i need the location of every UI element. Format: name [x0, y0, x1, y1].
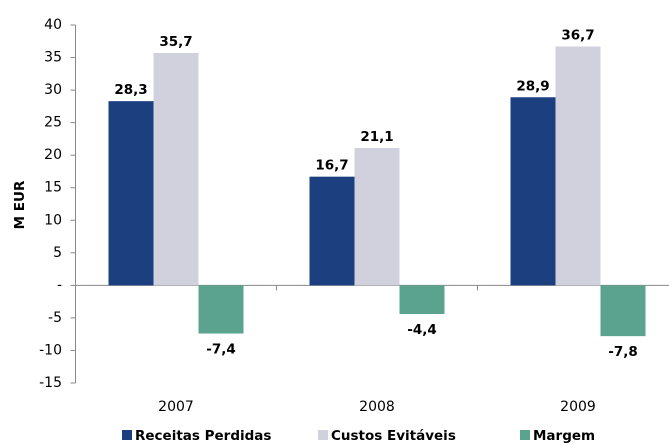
legend-swatch: [520, 430, 530, 440]
legend-swatch: [318, 430, 328, 440]
y-tick-label: 30: [44, 82, 62, 98]
y-tick-label: 40: [44, 17, 62, 33]
y-tick-label: -5: [48, 310, 62, 326]
y-tick-label: 35: [44, 50, 62, 66]
bar: [510, 97, 556, 286]
y-tick-label: -: [57, 277, 62, 293]
y-tick-label: -15: [39, 375, 62, 391]
value-label: -7,4: [206, 342, 236, 358]
y-tick-label: 10: [44, 212, 62, 228]
y-tick-label: 25: [44, 115, 62, 131]
legend-label: Margem: [533, 428, 595, 444]
bar: [108, 101, 154, 286]
x-tick-label: 2007: [158, 399, 194, 415]
bar: [600, 285, 646, 337]
bar: [309, 176, 355, 286]
value-label: 28,9: [516, 78, 549, 94]
bar: [153, 52, 199, 286]
value-label: -7,8: [608, 344, 638, 360]
value-label: 16,7: [315, 158, 348, 174]
y-axis-label: M EUR: [12, 180, 28, 229]
value-label: 28,3: [114, 82, 147, 98]
y-tick-label: 20: [44, 147, 62, 163]
bar: [198, 285, 244, 334]
y-tick-label: 15: [44, 180, 62, 196]
value-label: 36,7: [561, 27, 594, 43]
value-label: 35,7: [159, 34, 192, 50]
y-tick-label: -10: [39, 342, 62, 358]
bar: [399, 285, 445, 315]
x-tick-label: 2009: [560, 399, 596, 415]
bar: [354, 148, 400, 286]
bar: [555, 46, 601, 286]
legend-label: Receitas Perdidas: [135, 428, 271, 444]
value-label: -4,4: [407, 322, 437, 338]
legend-label: Custos Evitáveis: [331, 428, 456, 444]
legend-swatch: [122, 430, 132, 440]
y-tick-label: 5: [53, 245, 62, 261]
x-tick-label: 2008: [359, 399, 395, 415]
value-label: 21,1: [360, 129, 393, 145]
